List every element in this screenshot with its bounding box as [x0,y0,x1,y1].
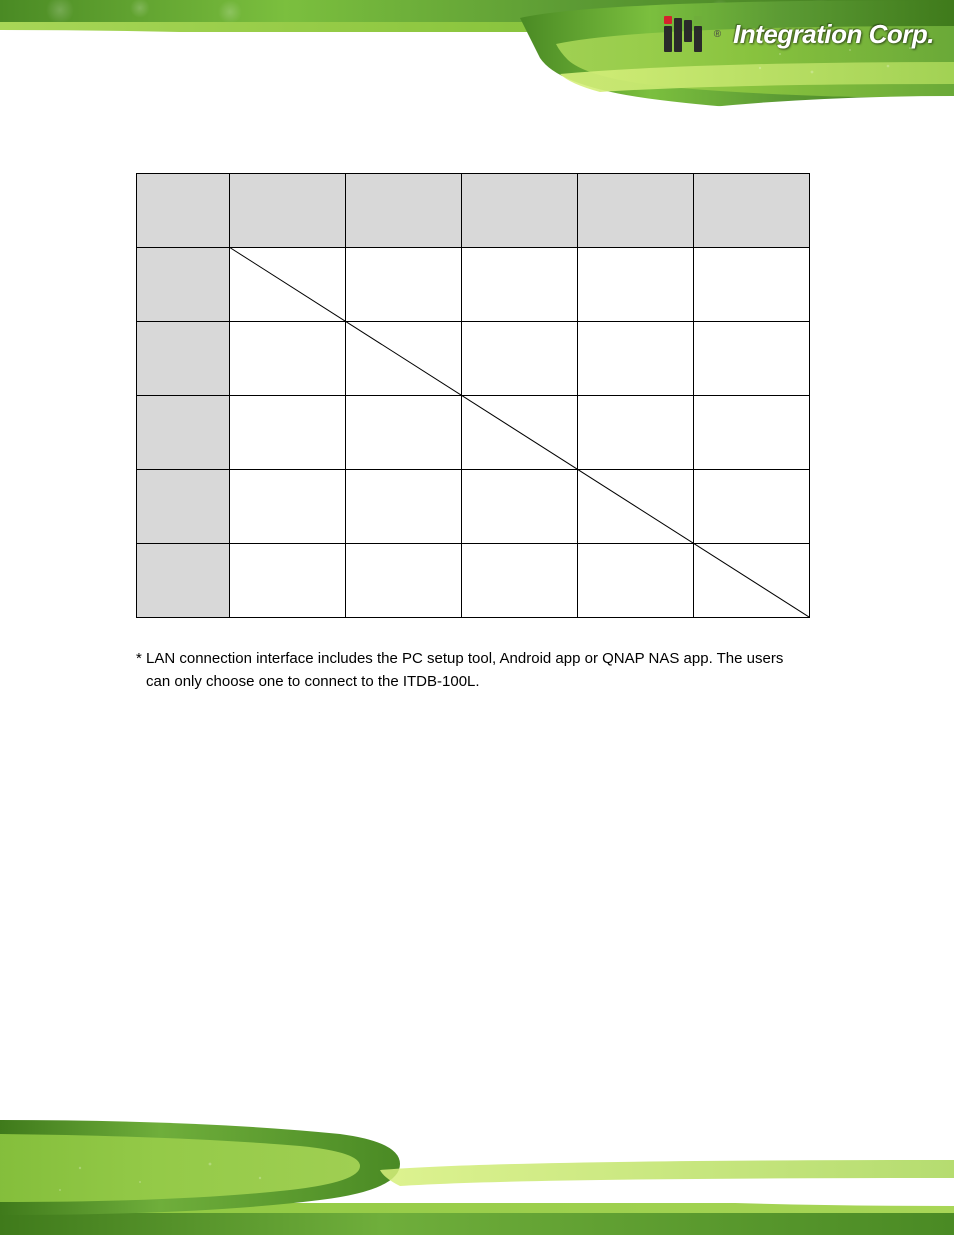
table-cell [462,544,578,618]
table-header-row [137,174,810,248]
footnote: * LAN connection interface includes the … [136,647,926,694]
table-cell [578,396,694,470]
table-header-cell [578,174,694,248]
footer-banner [0,1120,954,1235]
table-cell [230,248,346,322]
table-row [137,322,810,396]
table-row [137,248,810,322]
footer-banner-graphic [0,1120,954,1235]
table-cell [578,248,694,322]
table-cell [694,544,810,618]
iei-logo-icon [664,16,702,52]
table-cell [346,248,462,322]
table-cell [694,470,810,544]
table-row [137,396,810,470]
table-header-cell [230,174,346,248]
table [136,173,810,618]
header-banner: ® Integration Corp. [0,0,954,115]
table-cell [230,322,346,396]
table-row-header [137,396,230,470]
table-cell [578,322,694,396]
table-row [137,470,810,544]
table-cell [694,396,810,470]
table-row-header [137,470,230,544]
table-cell [462,470,578,544]
registered-mark: ® [714,29,721,40]
table-cell [694,322,810,396]
table-cell [462,322,578,396]
table-row-header [137,322,230,396]
table-cell [462,248,578,322]
table-cell [578,470,694,544]
table-cell [578,544,694,618]
compatibility-table [136,173,809,618]
brand-logo: ® Integration Corp. [664,16,934,52]
table-row-header [137,248,230,322]
table-header-cell [346,174,462,248]
table-cell [346,322,462,396]
table-row-header [137,544,230,618]
table-row [137,544,810,618]
table-cell [694,248,810,322]
table-cell [346,470,462,544]
table-cell [230,544,346,618]
brand-name: Integration Corp. [733,19,934,50]
table-header-cell [694,174,810,248]
table-header-cell [462,174,578,248]
table-cell [462,396,578,470]
table-cell [230,396,346,470]
footnote-line: * LAN connection interface includes the … [136,647,926,670]
table-cell [230,470,346,544]
footnote-line: can only choose one to connect to the IT… [136,670,926,693]
table-cell [346,544,462,618]
table-header-cell [137,174,230,248]
table-cell [346,396,462,470]
